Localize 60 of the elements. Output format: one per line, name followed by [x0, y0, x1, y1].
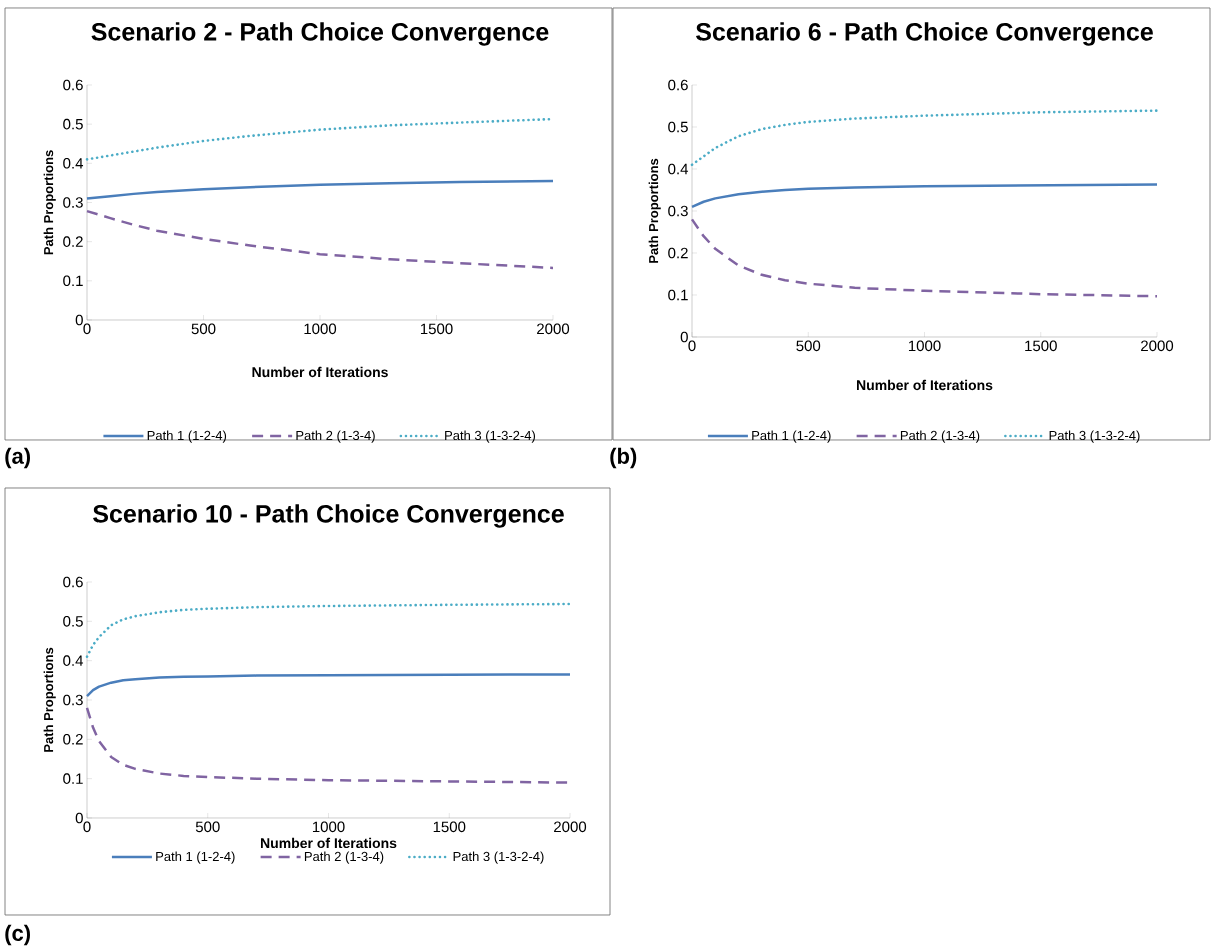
line-series	[85, 179, 555, 200]
x-tick-label: 500	[195, 821, 220, 833]
y-tick-label: 0.5	[668, 121, 688, 133]
y-tick-label: 0.6	[63, 79, 83, 91]
y-tick-label: 0.5	[63, 616, 83, 627]
legend-label: Path 3 (1-3-2-4)	[445, 430, 536, 443]
legend-label: Path 1 (1-2-4)	[156, 851, 235, 864]
x-axis-title: Number of Iterations	[261, 837, 397, 849]
y-tick-label: 0	[75, 812, 83, 824]
legend-label: Path 3 (1-3-2-4)	[453, 851, 544, 864]
y-tick-label: 0.2	[63, 236, 83, 247]
legend-label: Path 3 (1-3-2-4)	[1049, 430, 1140, 443]
y-tick-label: 0.4	[63, 655, 84, 666]
chart-title: Scenario 10 - Path Choice Convergence	[93, 504, 564, 528]
y-tick-label: 0	[75, 314, 83, 326]
x-tick-label: 500	[191, 323, 216, 335]
text: (c)	[5, 924, 30, 946]
y-tick-label: 0.1	[63, 773, 83, 784]
x-tick-label: 1000	[312, 821, 345, 833]
y-tick-label: 0.6	[63, 576, 83, 588]
legend-label: Path 2 (1-3-4)	[304, 851, 384, 864]
x-axis-title: Number of Iterations	[857, 379, 993, 391]
y-tick-label: 0.5	[63, 118, 83, 130]
x-tick-label: 0	[688, 340, 696, 352]
x-axis-title: Number of Iterations	[252, 366, 388, 378]
chart-title: Scenario 2 - Path Choice Convergence	[91, 22, 549, 46]
y-tick-label: 0.2	[668, 247, 688, 259]
legend-label: Path 2 (1-3-4)	[296, 430, 375, 443]
x-tick-label: 2000	[537, 323, 570, 335]
y-tick-label: 0.4	[668, 163, 689, 175]
y-axis-title: Path Proportions	[43, 647, 56, 752]
y-tick-label: 0.3	[63, 694, 83, 706]
legend-label: Path 1 (1-2-4)	[752, 430, 831, 443]
x-tick-label: 1000	[304, 323, 337, 335]
line-series	[690, 218, 1159, 298]
line-series	[85, 209, 555, 270]
x-tick-label: 2000	[554, 821, 587, 833]
text: (b)	[610, 447, 637, 469]
y-tick-label: 0.1	[668, 289, 688, 301]
legend-label: Path 1 (1-2-4)	[147, 430, 227, 443]
x-tick-label: 1500	[420, 323, 453, 335]
y-axis-title: Path Proportions	[648, 158, 661, 263]
y-tick-label: 0.6	[668, 79, 688, 91]
y-tick-label: 0.2	[63, 734, 83, 745]
chart-title: Scenario 6 - Path Choice Convergence	[695, 22, 1153, 46]
y-tick-label: 0.1	[63, 275, 83, 287]
line-series	[690, 109, 1159, 167]
legend-label: Path 2 (1-3-4)	[900, 430, 980, 443]
x-tick-label: 500	[796, 340, 821, 352]
x-tick-label: 2000	[1141, 340, 1174, 352]
y-axis-title: Path Proportions	[43, 150, 56, 255]
line-series	[85, 602, 572, 659]
y-tick-label: 0	[680, 331, 688, 343]
x-tick-label: 1000	[908, 340, 941, 352]
x-tick-label: 1500	[1025, 340, 1057, 352]
text: (a)	[5, 447, 30, 469]
y-tick-label: 0.3	[63, 197, 83, 208]
x-tick-label: 1500	[433, 821, 466, 833]
y-tick-label: 0.4	[63, 158, 84, 169]
y-tick-label: 0.3	[668, 205, 688, 217]
